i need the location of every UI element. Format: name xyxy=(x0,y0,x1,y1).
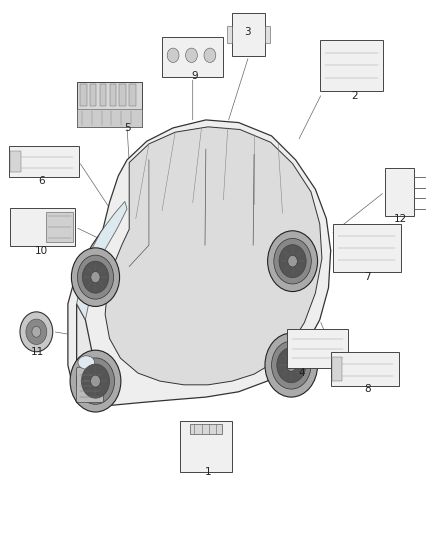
Bar xyxy=(77,109,142,127)
Text: 6: 6 xyxy=(38,176,45,186)
Bar xyxy=(9,146,79,177)
Text: 12: 12 xyxy=(394,214,407,223)
Ellipse shape xyxy=(78,356,95,369)
Circle shape xyxy=(279,245,306,278)
Bar xyxy=(110,84,116,107)
Polygon shape xyxy=(77,201,127,320)
Bar xyxy=(77,82,142,127)
Circle shape xyxy=(204,48,216,62)
Bar xyxy=(10,208,75,246)
Bar xyxy=(331,352,399,386)
Circle shape xyxy=(26,319,47,344)
Circle shape xyxy=(91,271,100,282)
Bar xyxy=(80,84,87,107)
Circle shape xyxy=(274,238,311,284)
Bar xyxy=(333,224,401,272)
Polygon shape xyxy=(68,120,331,407)
Polygon shape xyxy=(77,304,96,407)
Bar xyxy=(99,84,106,107)
Text: 11: 11 xyxy=(31,347,44,357)
Bar xyxy=(10,151,21,172)
Bar xyxy=(265,26,270,43)
Text: 9: 9 xyxy=(191,71,198,80)
Circle shape xyxy=(272,341,311,389)
FancyBboxPatch shape xyxy=(77,367,103,402)
Bar xyxy=(232,13,265,56)
Bar xyxy=(332,357,342,381)
Polygon shape xyxy=(105,127,322,385)
Bar xyxy=(320,40,383,91)
Text: 3: 3 xyxy=(244,27,251,37)
Bar xyxy=(385,168,414,216)
Circle shape xyxy=(186,48,198,62)
Circle shape xyxy=(78,255,113,299)
Circle shape xyxy=(91,375,100,387)
Circle shape xyxy=(167,48,179,62)
Bar xyxy=(90,84,96,107)
Bar xyxy=(162,37,223,77)
Circle shape xyxy=(32,326,41,337)
Text: 7: 7 xyxy=(364,272,371,282)
Circle shape xyxy=(82,261,109,293)
Circle shape xyxy=(277,348,306,383)
Circle shape xyxy=(268,231,318,292)
Bar xyxy=(287,329,348,368)
Text: 10: 10 xyxy=(35,246,48,255)
Bar xyxy=(119,84,126,107)
Text: 4: 4 xyxy=(299,368,306,378)
Text: 1: 1 xyxy=(205,467,212,477)
Bar xyxy=(227,26,232,43)
Circle shape xyxy=(70,350,121,412)
Text: 2: 2 xyxy=(351,91,358,101)
Bar xyxy=(190,424,222,434)
Circle shape xyxy=(76,358,114,404)
Circle shape xyxy=(265,333,318,397)
Bar xyxy=(46,212,74,243)
FancyBboxPatch shape xyxy=(180,421,232,472)
Circle shape xyxy=(288,255,297,267)
Circle shape xyxy=(20,312,53,352)
Circle shape xyxy=(81,364,110,398)
Circle shape xyxy=(286,359,297,372)
Text: 8: 8 xyxy=(364,384,371,394)
Text: 5: 5 xyxy=(124,123,131,133)
Circle shape xyxy=(71,248,120,306)
Bar xyxy=(129,84,136,107)
